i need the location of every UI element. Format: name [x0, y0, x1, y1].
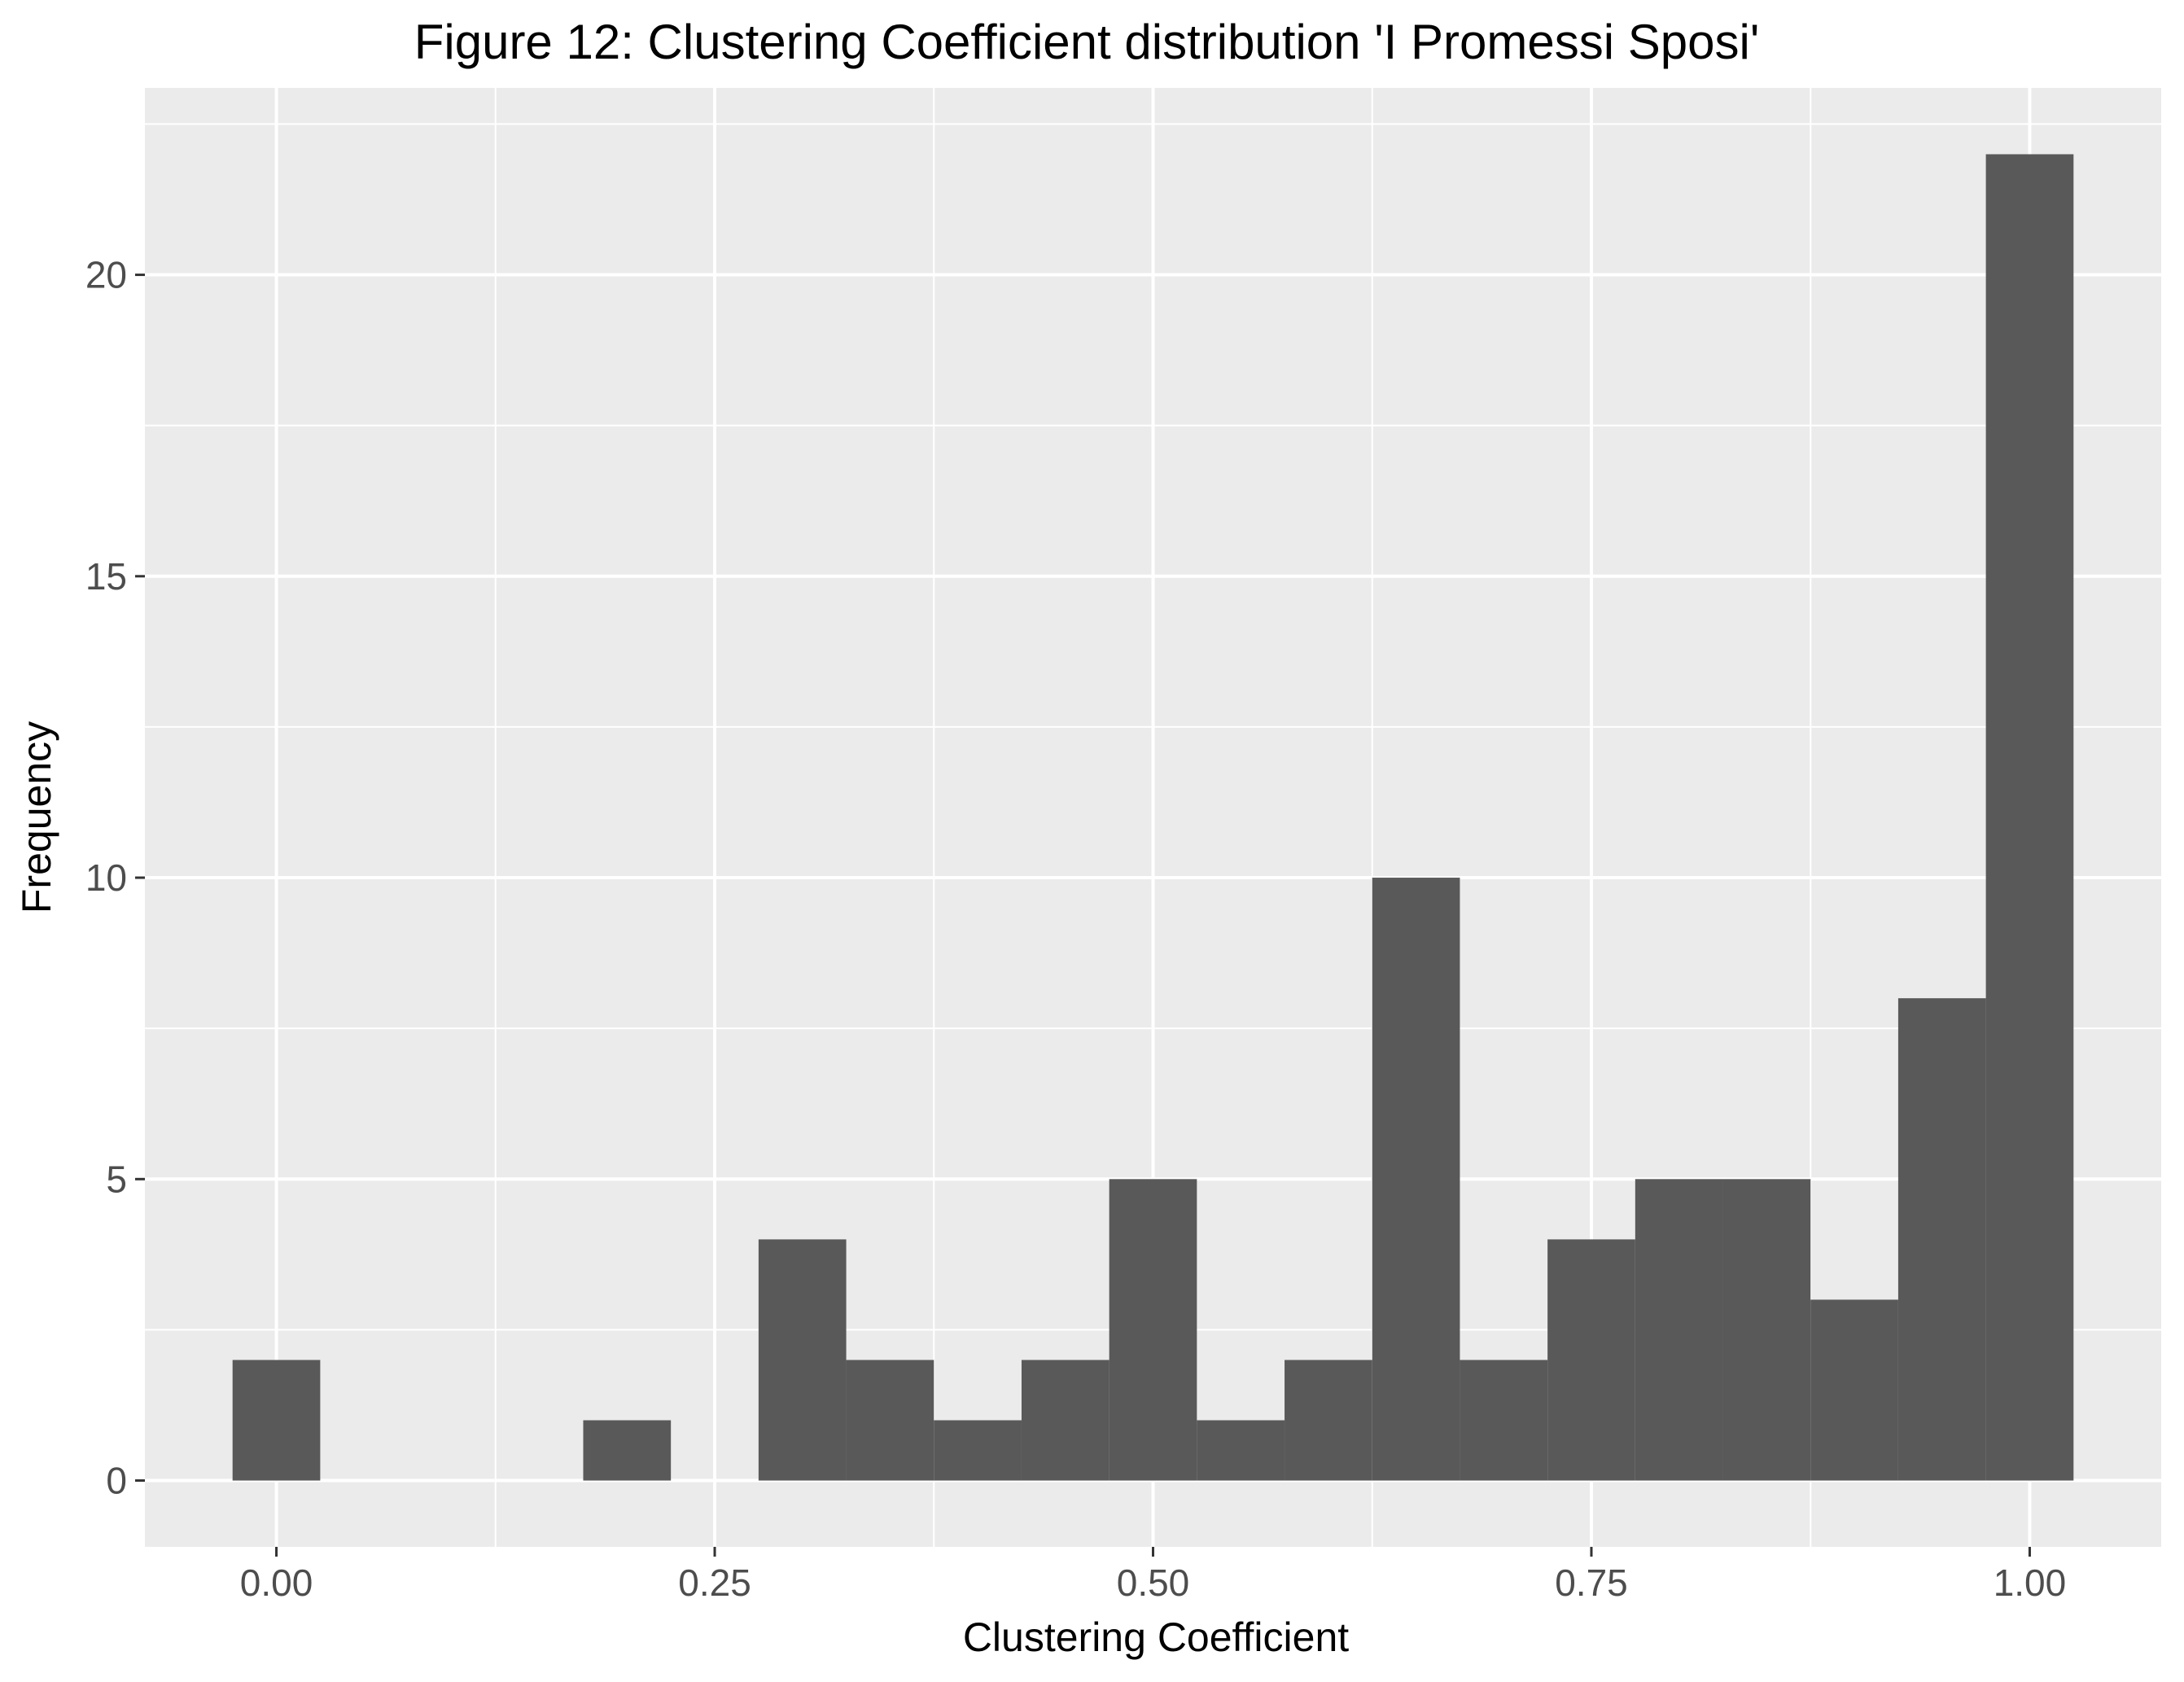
y-tick-label: 0 — [106, 1460, 127, 1502]
histogram-bar — [1897, 998, 1986, 1481]
x-tick-label: 0.75 — [1555, 1562, 1628, 1604]
histogram-bar — [1109, 1179, 1197, 1481]
histogram-bar — [1372, 878, 1460, 1481]
y-axis: 0 5 10 15 20 — [85, 254, 145, 1502]
histogram-bar — [1197, 1420, 1285, 1481]
chart-title: Figure 12: Clustering Coefficient distri… — [414, 15, 1760, 69]
histogram-bar — [1635, 1179, 1723, 1481]
histogram-bar — [846, 1360, 934, 1481]
histogram-bar — [583, 1420, 672, 1481]
histogram-bar — [1985, 154, 2074, 1481]
histogram-bar — [1285, 1360, 1372, 1481]
x-tick-label: 0.00 — [240, 1562, 313, 1604]
y-tick-label: 20 — [85, 254, 127, 296]
histogram-bars — [232, 154, 2074, 1481]
y-tick-label: 5 — [106, 1158, 127, 1200]
histogram-bar — [1547, 1239, 1635, 1481]
histogram-bar — [758, 1239, 847, 1481]
histogram-bar — [1021, 1360, 1110, 1481]
x-tick-label: 0.50 — [1117, 1562, 1190, 1604]
x-tick-label: 0.25 — [678, 1562, 751, 1604]
histogram-bar — [934, 1420, 1022, 1481]
histogram-bar — [232, 1360, 321, 1481]
y-axis-title: Frequency — [14, 721, 59, 913]
x-axis-title: Clustering Coefficient — [963, 1614, 1349, 1660]
histogram-bar — [1460, 1360, 1548, 1481]
histogram-bar — [1810, 1299, 1898, 1481]
x-tick-label: 1.00 — [1994, 1562, 2067, 1604]
y-tick-label: 10 — [85, 856, 127, 899]
y-tick-label: 15 — [85, 555, 127, 598]
x-axis: 0.00 0.25 0.50 0.75 1.00 — [240, 1547, 2066, 1604]
histogram-bar — [1722, 1179, 1811, 1481]
